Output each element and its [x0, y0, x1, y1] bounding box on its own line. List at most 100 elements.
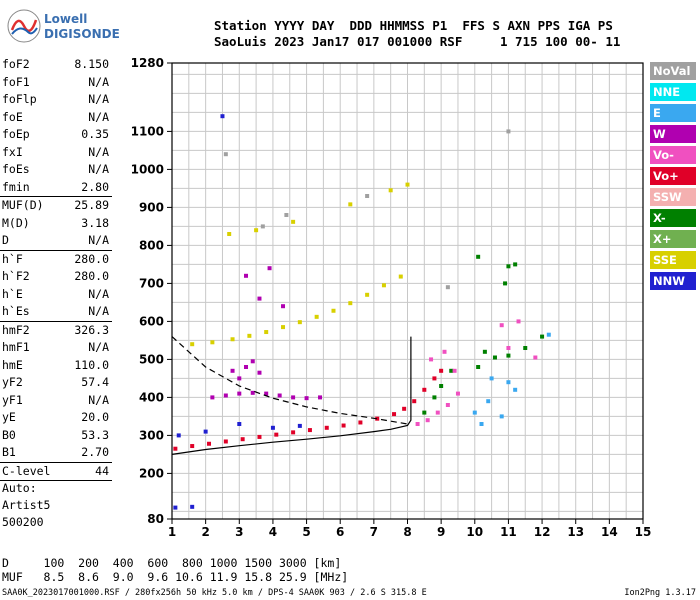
- y-tick-label: 1000: [131, 162, 164, 176]
- echo-point: [291, 219, 296, 224]
- echo-point: [402, 406, 407, 411]
- echo-point: [365, 194, 370, 198]
- y-tick-label: 700: [139, 276, 164, 290]
- param-label: yF2: [2, 375, 23, 389]
- echo-point: [439, 368, 444, 373]
- param-label: h`F: [2, 251, 23, 266]
- echo-point: [429, 357, 434, 362]
- echo-point: [476, 254, 481, 259]
- echo-point: [284, 213, 289, 217]
- param-label: D: [2, 233, 9, 247]
- echo-point: [341, 423, 346, 428]
- legend-item-e: E: [650, 104, 696, 122]
- echo-point: [291, 430, 296, 435]
- echo-point: [304, 396, 309, 401]
- echo-point: [381, 283, 386, 288]
- echo-point: [472, 410, 477, 415]
- echo-point: [257, 370, 262, 375]
- param-row: h`E N/A: [0, 286, 112, 304]
- echo-point: [230, 337, 235, 342]
- param-row: yF1 N/A: [0, 392, 112, 410]
- param-label: foF2: [2, 57, 30, 71]
- param-value: N/A: [88, 304, 109, 318]
- param-value: N/A: [88, 162, 109, 176]
- param-label: yE: [2, 410, 16, 424]
- param-label: foEs: [2, 162, 30, 176]
- param-label: yF1: [2, 392, 23, 407]
- echo-point: [348, 301, 353, 306]
- profile-curves: [171, 336, 412, 455]
- param-value: N/A: [88, 233, 109, 247]
- echo-point: [210, 340, 215, 345]
- param-label: MUF(D): [2, 198, 44, 212]
- echo-point: [445, 403, 450, 407]
- echo-point: [365, 292, 370, 297]
- autoscaling-info: Auto: Artist5 500200: [2, 480, 50, 531]
- echo-point: [452, 368, 457, 373]
- param-row: B0 53.3: [0, 427, 112, 445]
- param-label: hmF2: [2, 322, 30, 337]
- echo-point: [486, 399, 491, 404]
- echo-point: [223, 439, 228, 444]
- echo-point: [489, 376, 494, 381]
- echo-point: [375, 416, 380, 421]
- echo-point: [257, 434, 262, 439]
- x-tick-label: 2: [201, 525, 209, 539]
- echo-point: [479, 422, 484, 426]
- param-separator: [0, 461, 112, 463]
- solid-profile-curve: [171, 336, 412, 455]
- param-label: M(D): [2, 215, 30, 230]
- param-row: h`F 280.0: [0, 251, 112, 269]
- param-label: fxI: [2, 144, 23, 159]
- echo-point: [422, 387, 427, 392]
- param-value: N/A: [88, 92, 109, 106]
- echo-point: [405, 182, 410, 187]
- x-tick-label: 6: [336, 525, 344, 539]
- param-label: foFlp: [2, 92, 37, 106]
- param-row: yF2 57.4: [0, 374, 112, 392]
- param-row: fxI N/A: [0, 144, 112, 162]
- param-row: C-level 44: [0, 463, 112, 481]
- echo-point: [223, 393, 228, 398]
- y-tick-label: 400: [139, 390, 164, 404]
- echo-point: [297, 423, 302, 428]
- param-label: hmF1: [2, 340, 30, 354]
- x-tick-label: 9: [437, 525, 445, 539]
- echo-point: [254, 228, 259, 233]
- echo-point: [392, 412, 397, 417]
- echo-point: [513, 262, 518, 267]
- y-tick-label: 1100: [131, 124, 164, 138]
- param-value: 2.70: [81, 445, 109, 459]
- x-tick-label: 13: [567, 525, 584, 539]
- echo-point: [442, 349, 447, 354]
- version-label: Ion2Png 1.3.17: [624, 588, 696, 598]
- param-row: MUF(D) 25.89: [0, 197, 112, 215]
- echo-point: [455, 391, 460, 396]
- echo-point: [499, 414, 504, 419]
- echo-point: [499, 323, 504, 328]
- echo-point: [546, 332, 551, 337]
- param-label: C-level: [2, 463, 51, 478]
- y-tick-label: 1280: [131, 56, 164, 70]
- echo-point: [281, 304, 286, 309]
- chart-axes: 1 2 3 4 5 6 7 8 9 10 11 12 13 14 158020030040050060070…: [131, 56, 652, 539]
- header-labels-line: Station YYYY DAY DDD HHMMSS P1 FFS S AXN…: [214, 18, 613, 33]
- chart-grid: [171, 63, 644, 519]
- legend-item-nnw: NNW: [650, 272, 696, 290]
- echo-point: [324, 425, 329, 430]
- echo-point: [220, 114, 225, 119]
- echo-point: [358, 420, 363, 425]
- echo-point: [227, 232, 232, 236]
- header-values-line: SaoLuis 2023 Jan17 017 001000 RSF 1 715 …: [214, 34, 621, 49]
- param-row: B1 2.70: [0, 444, 112, 462]
- param-value: 53.3: [81, 427, 109, 442]
- echo-point: [274, 432, 279, 437]
- param-label: hmE: [2, 357, 23, 372]
- echo-point: [432, 395, 437, 400]
- lowell-logo-icon: [7, 9, 41, 43]
- echo-point: [244, 365, 249, 369]
- param-value: 57.4: [81, 375, 109, 389]
- plot-frame: [171, 62, 644, 520]
- x-tick-label: 8: [403, 525, 411, 539]
- muf-row: MUF 8.5 8.6 9.0 9.6 10.6 11.9 15.8 25.9 …: [2, 570, 349, 584]
